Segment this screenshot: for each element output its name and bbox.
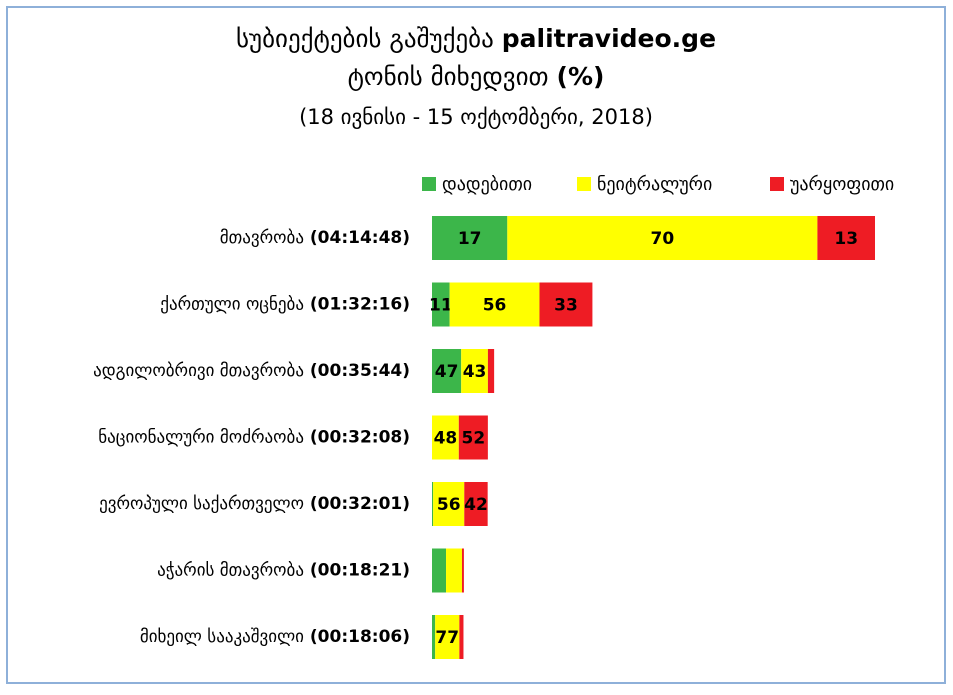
legend-label: ნეიტრალური bbox=[597, 174, 712, 195]
data-label: 70 bbox=[651, 229, 675, 249]
bar-segment bbox=[461, 349, 488, 393]
data-label: 17 bbox=[458, 229, 482, 249]
data-label: 48 bbox=[434, 429, 458, 449]
category-label: ევროპული საქართველო (00:32:01) bbox=[99, 494, 410, 514]
data-label: 77 bbox=[435, 628, 459, 648]
bar-segment bbox=[458, 415, 488, 460]
bar-segment bbox=[449, 282, 540, 327]
bar-segment bbox=[461, 548, 464, 593]
data-label: 56 bbox=[483, 296, 507, 316]
bar-segment bbox=[432, 615, 436, 659]
data-label: 42 bbox=[464, 495, 488, 515]
legend-swatch bbox=[577, 177, 591, 191]
bar-segment bbox=[432, 349, 462, 393]
bar-segment bbox=[446, 548, 462, 593]
category-label: ადგილობრივი მთავრობა (00:35:44) bbox=[93, 361, 410, 381]
bar-segment bbox=[539, 282, 593, 327]
bar-segment bbox=[464, 482, 488, 526]
category-label: ქართული ოცნება (01:32:16) bbox=[160, 295, 410, 315]
data-label: 11 bbox=[429, 296, 453, 316]
data-label: 43 bbox=[463, 362, 487, 382]
bar-segment bbox=[432, 216, 508, 260]
frame bbox=[6, 6, 946, 684]
data-label: 56 bbox=[437, 495, 461, 515]
chart-subtitle: (18 ივნისი - 15 ოქტომბერი, 2018) bbox=[299, 105, 653, 129]
bar-segment bbox=[432, 482, 434, 526]
data-label: 13 bbox=[834, 229, 858, 249]
bar-segment bbox=[435, 615, 460, 659]
category-label: მთავრობა (04:14:48) bbox=[220, 228, 410, 248]
bar-segment bbox=[432, 548, 447, 593]
category-label: მიხეილ სააკაშვილი (00:18:06) bbox=[140, 627, 410, 647]
legend-label: უარყოფითი bbox=[790, 174, 894, 195]
bar-segment bbox=[507, 216, 818, 260]
data-label: 52 bbox=[462, 429, 486, 449]
bar-segment bbox=[817, 216, 875, 260]
category-label: ნაციონალური მოძრაობა (00:32:08) bbox=[98, 428, 410, 448]
data-label: 47 bbox=[435, 362, 459, 382]
bar-segment bbox=[487, 349, 495, 393]
legend-label: დადებითი bbox=[442, 174, 532, 195]
chart-title: ტონის მიხედვით (%) bbox=[348, 62, 605, 91]
bar-segment bbox=[432, 282, 450, 327]
bar-segment bbox=[433, 482, 465, 526]
data-label: 33 bbox=[554, 296, 578, 316]
legend-swatch bbox=[770, 177, 784, 191]
category-label: აჭარის მთავრობა (00:18:21) bbox=[157, 561, 410, 581]
bar-segment bbox=[459, 615, 464, 659]
bar-segment bbox=[432, 415, 459, 460]
legend-swatch bbox=[422, 177, 436, 191]
chart-title: სუბიექტების გაშუქება palitravideo.ge bbox=[236, 24, 716, 53]
